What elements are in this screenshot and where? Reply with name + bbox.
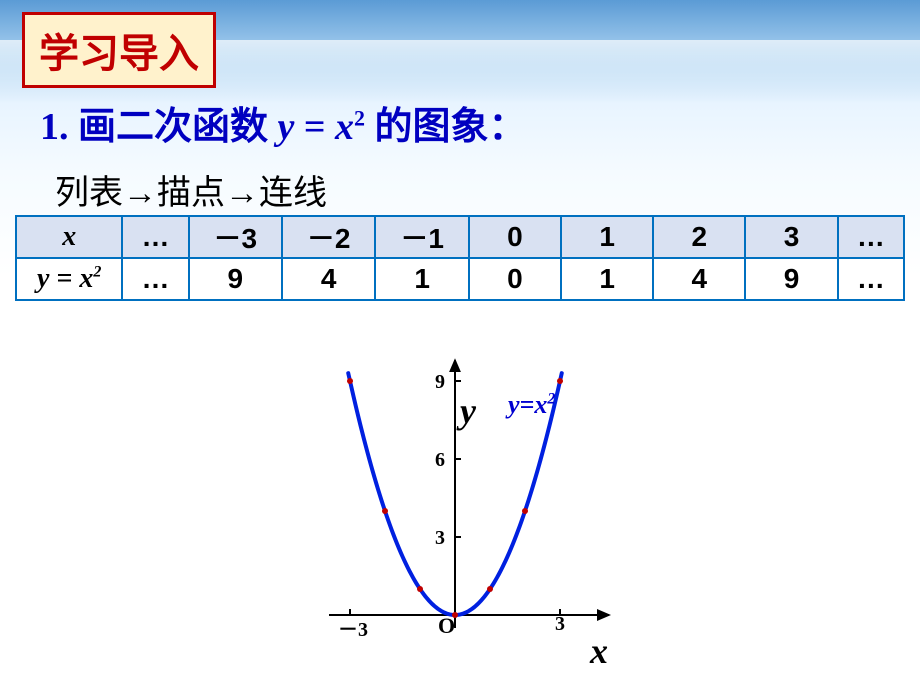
cell-x: 2 — [653, 216, 745, 258]
tick-y-3: 3 — [435, 527, 445, 550]
cell-dots: … — [838, 258, 904, 300]
cell-x: 0 — [469, 216, 561, 258]
table-row-y: y = x2 … 9 4 1 0 1 4 9 … — [16, 258, 904, 300]
curve-label: y=x2 — [508, 390, 555, 420]
cell-x: 1 — [561, 216, 653, 258]
cell-dots: … — [122, 258, 188, 300]
cell-y: 1 — [375, 258, 468, 300]
origin-label: O — [438, 613, 455, 639]
tick-x-3: 3 — [555, 613, 565, 636]
badge-text: 学习导入 — [39, 31, 199, 76]
cell-x: －2 — [282, 216, 375, 258]
cell-dots: … — [122, 216, 188, 258]
tick-y-9: 9 — [435, 371, 445, 394]
data-table-wrap: x … －3 －2 －1 0 1 2 3 … y = x2 … 9 4 1 0 … — [15, 215, 905, 301]
cell-y: 4 — [282, 258, 375, 300]
cell-y: 9 — [189, 258, 282, 300]
cell-y: 0 — [469, 258, 561, 300]
cell-y: 9 — [745, 258, 837, 300]
heading: 1. 画二次函数 y = x2 的图象： — [40, 95, 527, 150]
y-axis-label: y — [460, 390, 476, 432]
heading-suffix: 的图象： — [365, 106, 527, 148]
section-badge: 学习导入 — [22, 12, 216, 88]
cell-y: 4 — [653, 258, 745, 300]
cell-x: 3 — [745, 216, 837, 258]
chart-svg — [280, 335, 640, 675]
heading-eq-sup: 2 — [354, 105, 365, 130]
cell-dots: … — [838, 216, 904, 258]
tick-y-6: 6 — [435, 449, 445, 472]
heading-prefix: 1. 画二次函数 — [40, 106, 278, 148]
steps-text: 列表→描点→连线 — [55, 165, 327, 214]
heading-eq-eq: = — [294, 106, 335, 148]
x-axis-label: x — [590, 630, 608, 672]
cell-x: －3 — [189, 216, 282, 258]
parabola-chart: y=x2 y x O －3 3 3 6 9 — [280, 335, 640, 675]
cell-y: 1 — [561, 258, 653, 300]
table-row-x: x … －3 －2 －1 0 1 2 3 … — [16, 216, 904, 258]
data-table: x … －3 －2 －1 0 1 2 3 … y = x2 … 9 4 1 0 … — [15, 215, 905, 301]
row-label-y: y = x2 — [16, 258, 122, 300]
tick-x-neg3: －3 — [338, 613, 368, 642]
heading-eq-lhs: y — [278, 106, 295, 148]
heading-eq-rhs: x — [335, 106, 354, 148]
cell-x: －1 — [375, 216, 468, 258]
row-label-x: x — [16, 216, 122, 258]
